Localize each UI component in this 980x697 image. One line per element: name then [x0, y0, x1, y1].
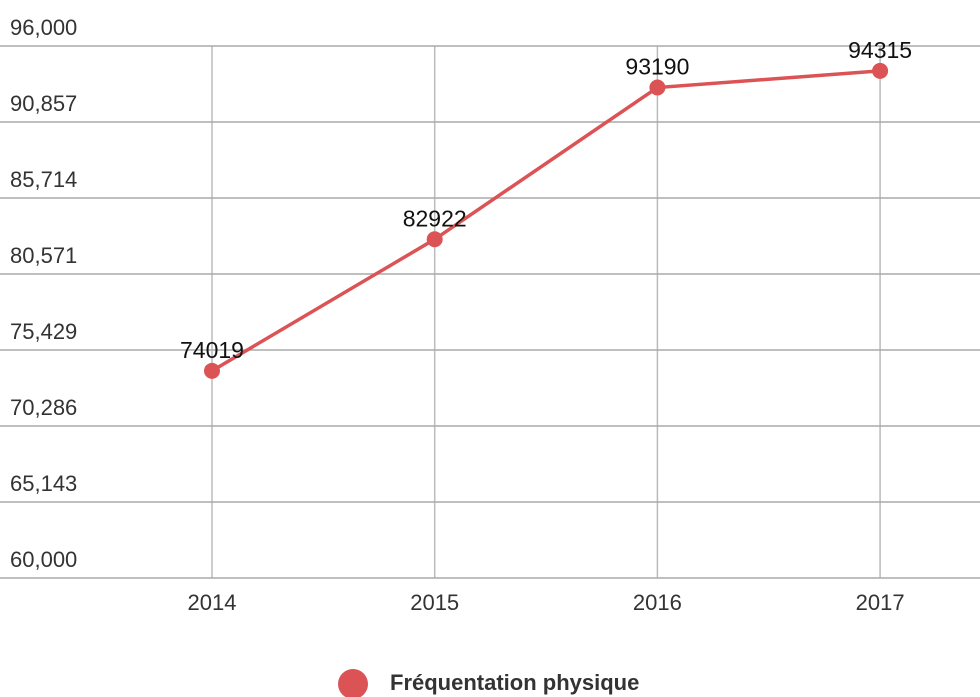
x-tick-label: 2016 — [633, 590, 682, 615]
data-label: 94315 — [848, 37, 912, 63]
data-label: 74019 — [180, 337, 244, 363]
legend-marker — [338, 669, 368, 697]
y-tick-label: 85,714 — [10, 167, 77, 192]
x-tick-label: 2015 — [410, 590, 459, 615]
legend-label: Fréquentation physique — [390, 670, 639, 695]
line — [211, 69, 881, 373]
point — [872, 62, 889, 79]
x-tick-label: 2017 — [856, 590, 905, 615]
y-tick-label: 60,000 — [10, 547, 77, 572]
x-tick-label: 2014 — [188, 590, 237, 615]
y-tick-label: 96,000 — [10, 15, 77, 40]
data-label: 82922 — [403, 205, 467, 231]
y-tick-label: 75,429 — [10, 319, 77, 344]
data-label: 93190 — [625, 54, 689, 80]
y-tick-label: 80,571 — [10, 243, 77, 268]
y-tick-label: 70,286 — [10, 395, 77, 420]
y-tick-label: 90,857 — [10, 91, 77, 116]
point — [426, 231, 443, 248]
point — [204, 362, 220, 379]
point — [649, 79, 666, 96]
y-tick-label: 65,143 — [10, 471, 77, 496]
